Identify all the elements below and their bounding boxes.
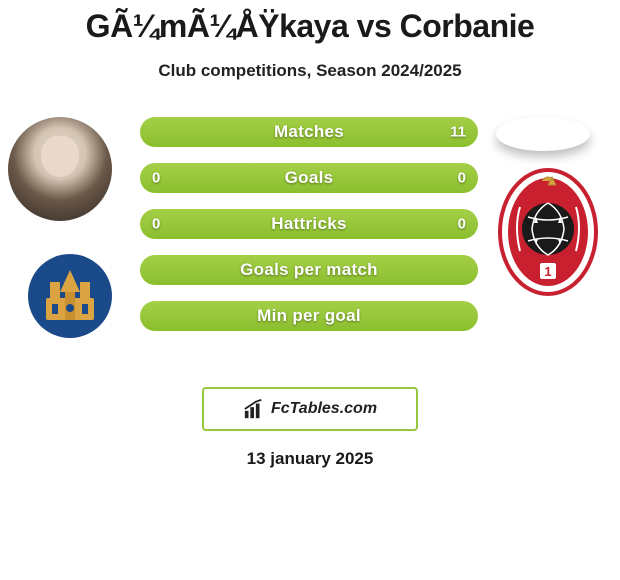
- stat-value-right: 0: [458, 170, 466, 187]
- bar-chart-icon: [243, 398, 265, 420]
- subtitle: Club competitions, Season 2024/2025: [0, 61, 620, 81]
- stat-label: Goals: [285, 168, 334, 188]
- stat-value-right: 11: [450, 124, 466, 141]
- date-text: 13 january 2025: [0, 449, 620, 469]
- player-left-photo: [8, 117, 112, 221]
- stat-bar-goals: 0 Goals 0: [140, 163, 478, 193]
- stat-label: Goals per match: [240, 260, 378, 280]
- club-left-badge: [28, 254, 112, 338]
- stat-value-left: 0: [152, 170, 160, 187]
- svg-text:1: 1: [544, 264, 551, 279]
- club-right-badge: 1: [498, 167, 598, 297]
- stat-bar-goals-per-match: Goals per match: [140, 255, 478, 285]
- page-title: GÃ¼mÃ¼ÅŸkaya vs Corbanie: [0, 0, 620, 45]
- attribution-text: FcTables.com: [271, 400, 377, 418]
- stat-label: Min per goal: [257, 306, 361, 326]
- stat-bar-min-per-goal: Min per goal: [140, 301, 478, 331]
- attribution-box: FcTables.com: [202, 387, 418, 431]
- comparison-card: GÃ¼mÃ¼ÅŸkaya vs Corbanie Club competitio…: [0, 0, 620, 469]
- stat-bars: Matches 11 0 Goals 0 0 Hattricks 0 Goals…: [140, 117, 478, 347]
- stat-bar-hattricks: 0 Hattricks 0: [140, 209, 478, 239]
- player-right-photo-placeholder: [496, 117, 590, 151]
- castle-crest-icon: [38, 264, 102, 328]
- antwerp-crest-icon: 1: [498, 167, 598, 297]
- stat-value-left: 0: [152, 216, 160, 233]
- stat-label: Hattricks: [271, 214, 346, 234]
- stat-bar-matches: Matches 11: [140, 117, 478, 147]
- stat-value-right: 0: [458, 216, 466, 233]
- comparison-body: 1 Matches 11 0 Goals 0 0 Hattricks 0 Goa…: [0, 117, 620, 377]
- stat-label: Matches: [274, 122, 344, 142]
